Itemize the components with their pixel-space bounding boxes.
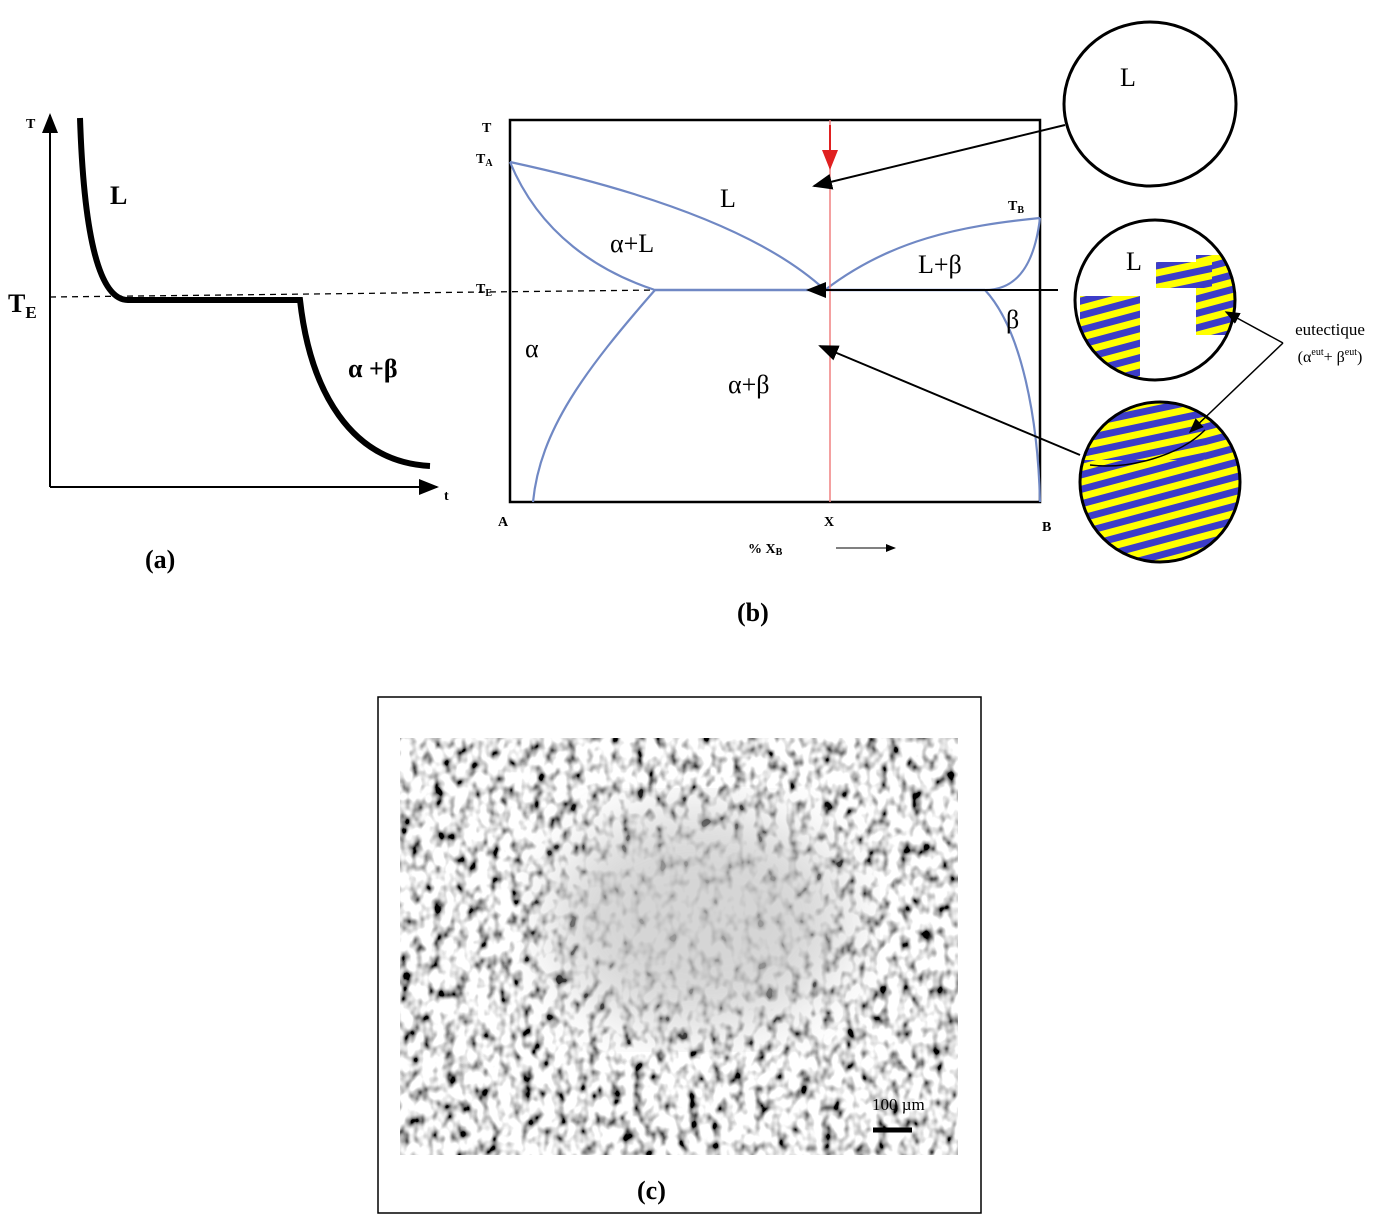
caption: (c)	[637, 1176, 666, 1205]
ta-sub: A	[485, 158, 493, 169]
region-label: α+β	[728, 370, 770, 399]
x-axis-main: % X	[748, 542, 776, 557]
region-label: α	[525, 334, 539, 363]
te-main: T	[8, 289, 25, 318]
formula-sup: eut	[1311, 347, 1323, 358]
te-label: TE	[8, 289, 37, 322]
solidus	[985, 218, 1040, 290]
panel-b: T TA TB TE L α+L L+β α α+β β A X B % XB …	[476, 120, 1051, 627]
panel-c: 100 µm (c)	[378, 697, 981, 1213]
liquidus	[510, 162, 825, 290]
formula-part: )	[1357, 349, 1362, 366]
axis-label: T	[26, 117, 36, 132]
te-sub: E	[485, 288, 492, 299]
x-end-label: A	[498, 515, 509, 530]
axis-label: % XB	[748, 542, 783, 558]
circle-label: L	[1120, 63, 1136, 92]
solvus	[533, 290, 655, 502]
x-end-label: B	[1042, 520, 1051, 535]
arrow	[814, 125, 1065, 186]
circle-label: L	[1126, 247, 1142, 276]
formula-sup: eut	[1345, 347, 1357, 358]
region-label: α+L	[610, 229, 654, 258]
region-label: L	[720, 184, 736, 213]
eutectic-full	[1075, 400, 1245, 570]
region-label: β	[1006, 305, 1019, 334]
tb-label: TB	[1008, 199, 1024, 216]
diagram-frame	[510, 120, 1040, 502]
annotation: (αeut+ βeut)	[1298, 347, 1363, 366]
te-label: TE	[476, 282, 492, 299]
annotation: eutectique	[1295, 320, 1365, 339]
panel-a: T t L TE α +β (a)	[8, 115, 449, 574]
grain-region	[550, 810, 850, 1030]
axis-label: T	[482, 121, 492, 136]
te-sub: E	[25, 303, 36, 322]
x-axis-sub: B	[776, 547, 783, 558]
x-end-label: X	[824, 515, 834, 530]
ta-label: TA	[476, 152, 493, 169]
formula-part: (α	[1298, 349, 1312, 366]
arrow	[1226, 312, 1283, 343]
te-dashed-line	[50, 290, 660, 297]
cooling-curve	[80, 118, 430, 466]
caption: (a)	[145, 545, 175, 574]
phase-label: L	[110, 181, 127, 210]
liquid-circle	[1064, 22, 1236, 186]
solidus	[510, 162, 655, 290]
axis-label: t	[444, 489, 449, 504]
scale-label: 100 µm	[872, 1095, 925, 1114]
figure: T t L TE α +β (a) T TA TB TE L α+L L+β α…	[0, 0, 1390, 1215]
region-label: L+β	[918, 250, 962, 279]
tb-sub: B	[1017, 205, 1024, 216]
formula-part: + β	[1324, 349, 1345, 366]
phase-label: α +β	[348, 354, 398, 383]
microstructure-circles: L L eutectique (αeut+ βeut)	[808, 22, 1365, 570]
caption: (b)	[737, 598, 769, 627]
